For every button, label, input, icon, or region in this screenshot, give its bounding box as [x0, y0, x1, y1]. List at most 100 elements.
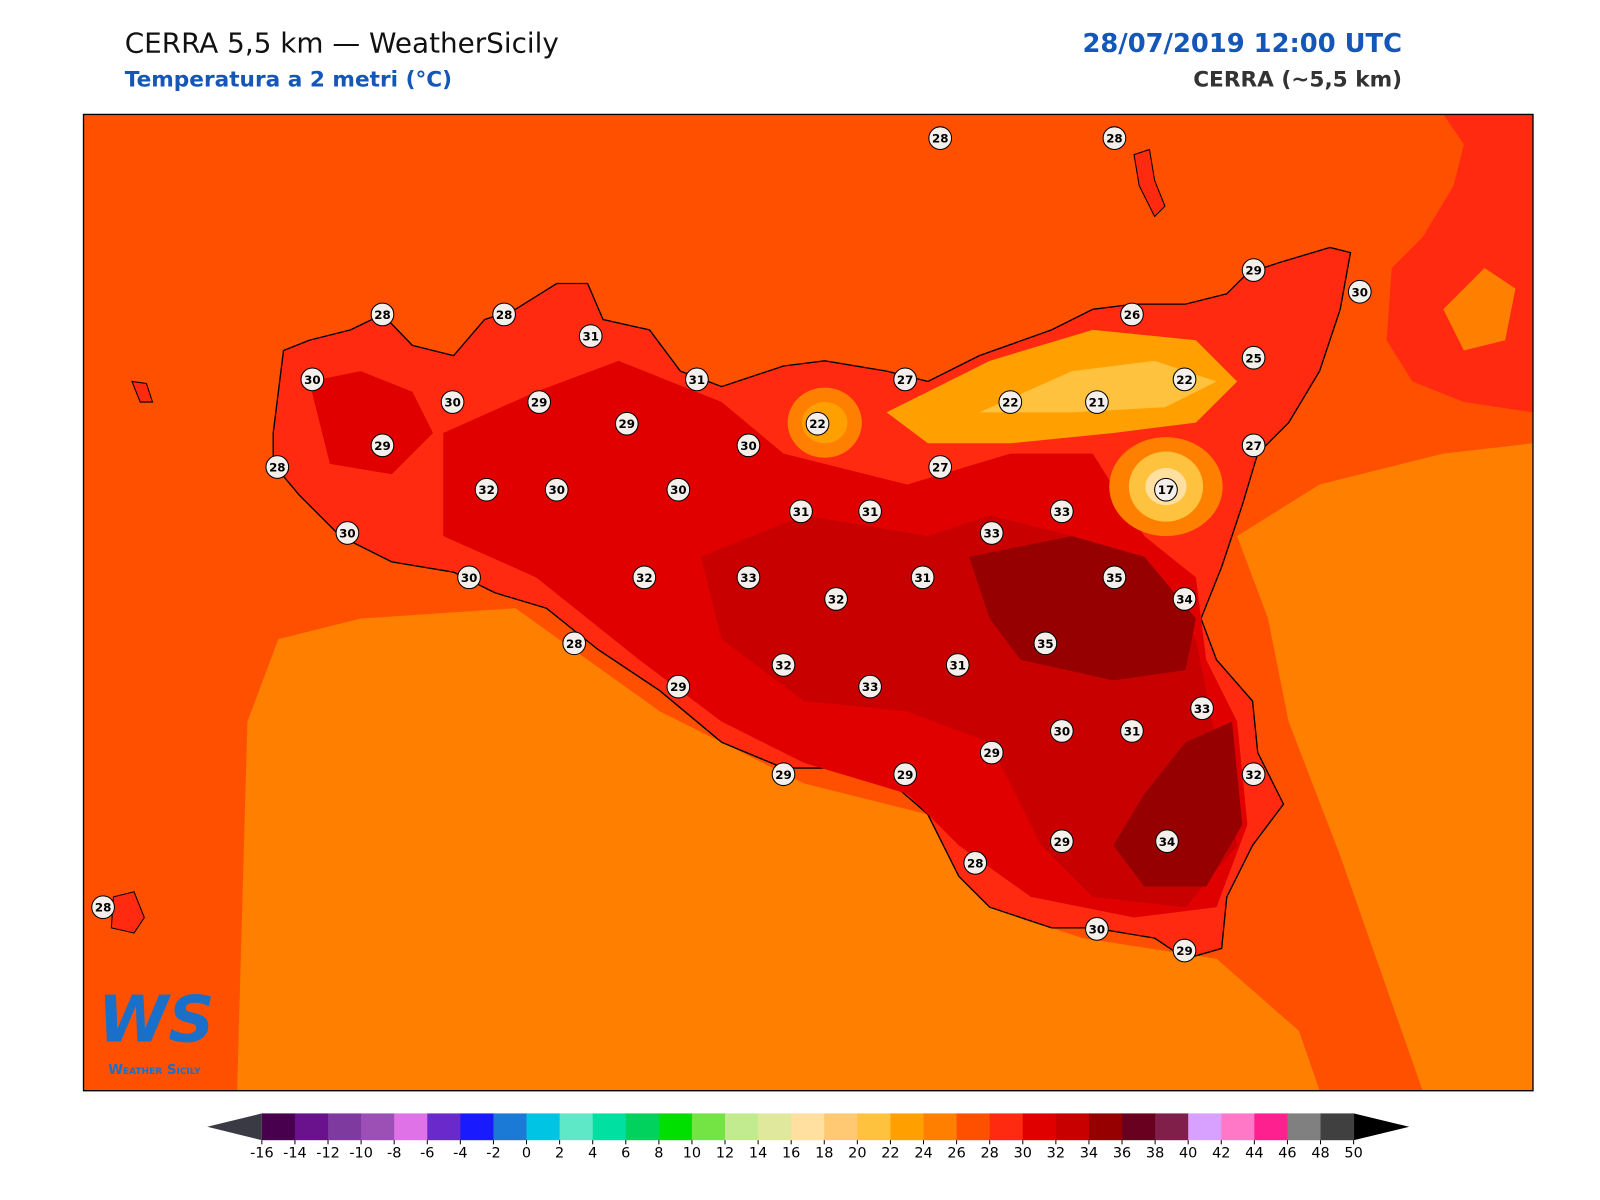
colorbar-tick-label: 20 [848, 1146, 866, 1162]
station-marker [457, 565, 481, 590]
station-value: 32 [1245, 768, 1261, 782]
colorbar-tick-label: -16 [250, 1146, 274, 1162]
island [131, 380, 154, 403]
station-value: 30 [548, 483, 564, 497]
colorbar-tick-label: 6 [621, 1146, 630, 1162]
colorbar-tick-label: 2 [555, 1146, 564, 1162]
colorbar-tick-label: -4 [453, 1146, 467, 1162]
station-value: 28 [1106, 132, 1122, 146]
colorbar-bin [294, 1113, 329, 1141]
station-value: 29 [984, 746, 1000, 760]
station-value: 31 [949, 658, 965, 672]
colorbar-bin [261, 1113, 296, 1141]
island [110, 891, 145, 934]
sea-warm [237, 608, 1320, 1091]
colorbar-tick-label: -10 [349, 1146, 373, 1162]
station-value: 33 [984, 527, 1000, 541]
station-marker [440, 390, 465, 414]
station-value: 30 [1352, 285, 1368, 299]
station-value: 33 [1194, 702, 1210, 716]
date: 28/07/2019 12:00 UTC [1082, 29, 1402, 59]
station-marker [910, 565, 935, 590]
title: CERRA 5,5 km — WeatherSicily [125, 26, 559, 59]
colorbar-over [1353, 1113, 1410, 1141]
colorbar-bin [592, 1113, 627, 1141]
colorbar-bin [890, 1113, 925, 1141]
station-marker [1050, 719, 1074, 743]
station-marker [893, 367, 918, 392]
station-value: 28 [95, 901, 111, 915]
station-marker [1050, 829, 1074, 854]
station-marker [858, 499, 882, 524]
colorbar-tick-label: 34 [1080, 1146, 1098, 1162]
island [1133, 148, 1166, 218]
station-marker [562, 631, 587, 656]
station-value: 22 [1002, 396, 1018, 410]
station-marker [928, 126, 953, 150]
station-marker [893, 762, 918, 787]
station-marker [527, 390, 552, 414]
station-marker [1347, 279, 1372, 304]
station-marker [736, 565, 761, 590]
colorbar-bin [559, 1113, 594, 1141]
colorbar-bin [758, 1113, 792, 1141]
station-marker [370, 302, 395, 327]
station-value: 25 [1245, 351, 1261, 365]
station-value: 29 [1054, 835, 1070, 849]
station-value: 31 [793, 505, 809, 519]
station-marker [771, 762, 796, 787]
colorbar-tick-label: 0 [522, 1146, 531, 1162]
station-value: 31 [862, 505, 878, 519]
station-marker [1241, 258, 1266, 282]
colorbar-bin [427, 1113, 461, 1141]
station-marker [1120, 719, 1144, 743]
station-value: 30 [1054, 724, 1070, 738]
colorbar-bin [1088, 1113, 1123, 1141]
station-marker [614, 411, 639, 436]
map: 28 28 29 30 28 28 26 31 25 30 31 27 30 29 22 21 22 29 22 29… [82, 113, 1534, 1092]
station-marker [1120, 302, 1144, 327]
station-value: 31 [582, 330, 598, 344]
colorbar-tick-label: 14 [749, 1146, 767, 1162]
station-marker [1172, 367, 1197, 392]
station-value: 26 [1124, 308, 1140, 322]
station-marker [979, 740, 1004, 765]
colorbar-tick-label: 26 [947, 1146, 965, 1162]
station-value: 30 [740, 439, 756, 453]
colorbar-tick-label: 28 [981, 1146, 999, 1162]
station-marker [963, 851, 988, 875]
station-value: 30 [461, 571, 477, 585]
station-value: 30 [304, 373, 320, 387]
station-value: 27 [897, 373, 913, 387]
colorbar-bin [1022, 1113, 1057, 1141]
colorbar-tick-label: 40 [1179, 1146, 1197, 1162]
colorbar-bin [1320, 1113, 1355, 1141]
colorbar-bin [394, 1113, 428, 1141]
colorbar-bin [526, 1113, 561, 1141]
station-marker [1050, 499, 1074, 524]
station-marker [1085, 390, 1109, 414]
station-marker [492, 302, 516, 327]
station-value: 28 [932, 132, 948, 146]
stations: 28 28 29 30 28 28 26 31 25 30 31 27 30 29 22 21 22 29 22 29… [91, 126, 1372, 963]
station-marker [91, 895, 115, 920]
map-frame [82, 113, 1534, 1092]
colorbar-bin [658, 1113, 693, 1141]
colorbar-tick-label: -6 [420, 1146, 434, 1162]
station-marker [1085, 917, 1109, 941]
hottest-zone [1113, 721, 1243, 887]
station-marker [1241, 433, 1266, 458]
station-marker [1154, 477, 1178, 502]
colorbar-bin [857, 1113, 891, 1141]
colorbar-bin [691, 1113, 726, 1141]
station-value: 31 [914, 571, 930, 585]
colorbar-tick-label: -12 [316, 1146, 340, 1162]
colorbar-bin [1122, 1113, 1156, 1141]
colorbar-tick-label: 36 [1113, 1146, 1131, 1162]
colorbar-tick-label: 10 [683, 1146, 701, 1162]
station-value: 30 [1089, 922, 1105, 936]
station-value: 22 [1176, 373, 1192, 387]
station-marker [544, 477, 569, 502]
subtitle: Temperatura a 2 metri (°C) [125, 67, 452, 92]
